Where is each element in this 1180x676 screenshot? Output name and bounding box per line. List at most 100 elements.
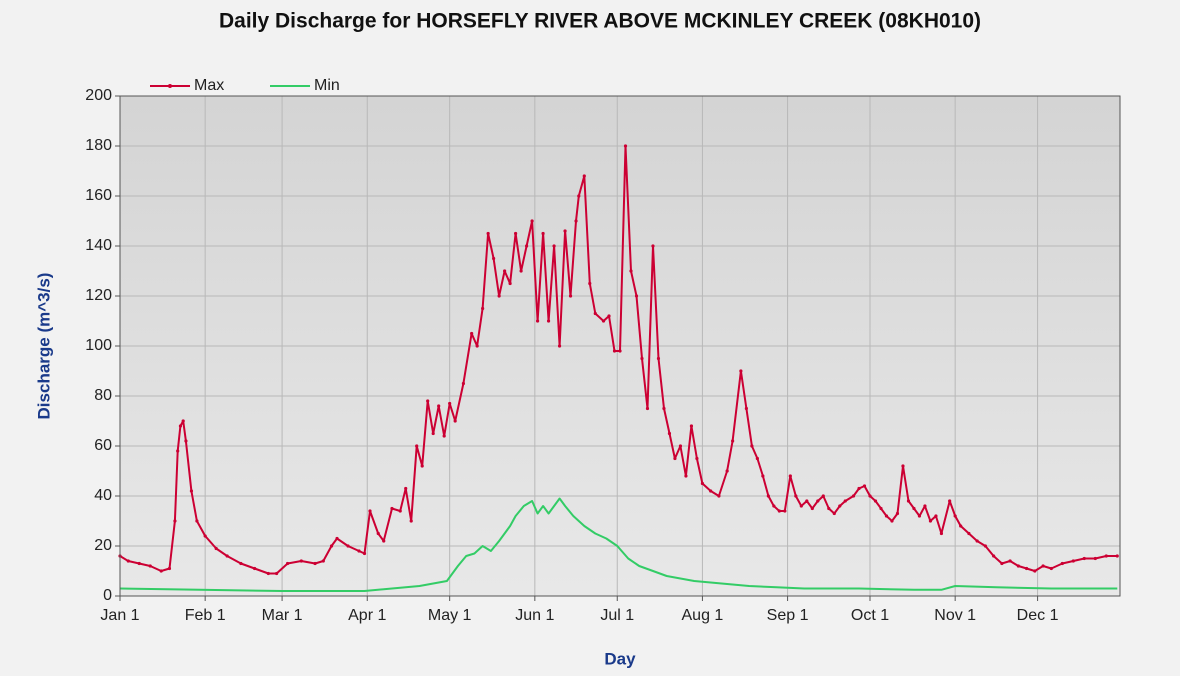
data-point: [274, 571, 279, 576]
data-point: [612, 349, 617, 353]
legend-marker: [168, 84, 172, 88]
data-point: [843, 499, 847, 503]
data-point: [618, 349, 622, 353]
data-point: [983, 544, 987, 548]
data-point: [895, 511, 900, 516]
data-point: [535, 319, 540, 323]
data-point: [390, 506, 394, 511]
data-point: [917, 514, 922, 518]
y-tick-label: 200: [85, 87, 112, 104]
data-point: [398, 509, 402, 513]
data-point: [967, 531, 971, 536]
data-point: [486, 231, 490, 236]
data-point: [934, 514, 938, 518]
data-point: [313, 561, 317, 566]
data-point: [1093, 556, 1097, 561]
data-point: [799, 504, 803, 508]
data-point: [321, 559, 325, 563]
data-point: [656, 356, 661, 361]
data-point: [426, 399, 430, 403]
x-tick-label: Jul 1: [600, 607, 634, 624]
data-point: [816, 499, 820, 503]
data-point: [992, 554, 996, 558]
y-tick-label: 180: [85, 137, 112, 154]
data-point: [167, 566, 172, 571]
data-point: [184, 439, 188, 443]
y-tick-label: 100: [85, 337, 112, 354]
data-point: [772, 504, 776, 508]
data-point: [382, 539, 386, 543]
data-point: [574, 219, 578, 223]
data-point: [912, 506, 916, 511]
data-point: [1104, 554, 1108, 558]
data-point: [827, 506, 831, 511]
y-tick-label: 40: [94, 487, 112, 504]
data-point: [923, 504, 927, 508]
data-point: [329, 544, 334, 548]
data-point: [159, 569, 163, 573]
x-tick-label: Jan 1: [100, 607, 139, 624]
data-point: [519, 269, 523, 273]
data-point: [461, 381, 466, 386]
data-point: [1049, 566, 1053, 571]
data-point: [178, 424, 183, 428]
data-point: [1033, 569, 1037, 573]
data-point: [546, 319, 551, 323]
data-point: [1115, 554, 1119, 558]
data-point: [717, 494, 721, 498]
data-point: [176, 449, 180, 453]
data-point: [137, 561, 141, 566]
data-point: [470, 331, 474, 336]
data-point: [420, 464, 424, 468]
data-point: [588, 281, 592, 286]
data-point: [1000, 561, 1004, 566]
data-point: [409, 519, 413, 523]
data-point: [541, 231, 545, 236]
data-point: [239, 561, 243, 566]
data-point: [879, 506, 883, 511]
data-point: [404, 486, 408, 491]
data-point: [623, 144, 628, 148]
data-point: [203, 534, 207, 538]
data-point: [225, 554, 229, 558]
data-point: [959, 524, 963, 528]
data-point: [431, 431, 435, 436]
data-point: [805, 499, 809, 503]
data-point: [629, 269, 633, 273]
data-point: [181, 419, 185, 423]
legend-label: Min: [314, 77, 340, 94]
y-tick-label: 0: [103, 587, 112, 604]
data-point: [684, 474, 688, 478]
data-point: [634, 294, 639, 298]
data-point: [890, 519, 894, 523]
data-point: [568, 294, 573, 298]
data-point: [953, 514, 957, 518]
data-point: [285, 561, 290, 566]
data-point: [857, 486, 861, 491]
data-point: [448, 401, 452, 406]
y-axis-label: Discharge (m^3/s): [34, 273, 53, 420]
data-point: [725, 469, 729, 473]
data-point: [838, 504, 842, 508]
data-point: [695, 456, 699, 461]
x-tick-label: Apr 1: [348, 607, 386, 624]
data-point: [766, 494, 770, 498]
data-point: [645, 406, 650, 411]
y-tick-label: 160: [85, 187, 112, 204]
data-point: [777, 509, 781, 513]
data-point: [700, 481, 705, 486]
x-tick-label: Oct 1: [851, 607, 889, 624]
data-point: [750, 444, 754, 448]
data-point: [667, 431, 672, 436]
data-point: [524, 244, 529, 248]
y-tick-label: 120: [85, 287, 112, 304]
data-point: [601, 319, 606, 323]
y-tick-label: 80: [94, 387, 112, 404]
data-point: [173, 519, 177, 523]
x-tick-label: Feb 1: [185, 607, 226, 624]
data-point: [862, 484, 867, 488]
data-point: [928, 519, 933, 523]
chart-title: Daily Discharge for HORSEFLY RIVER ABOVE…: [219, 10, 981, 33]
